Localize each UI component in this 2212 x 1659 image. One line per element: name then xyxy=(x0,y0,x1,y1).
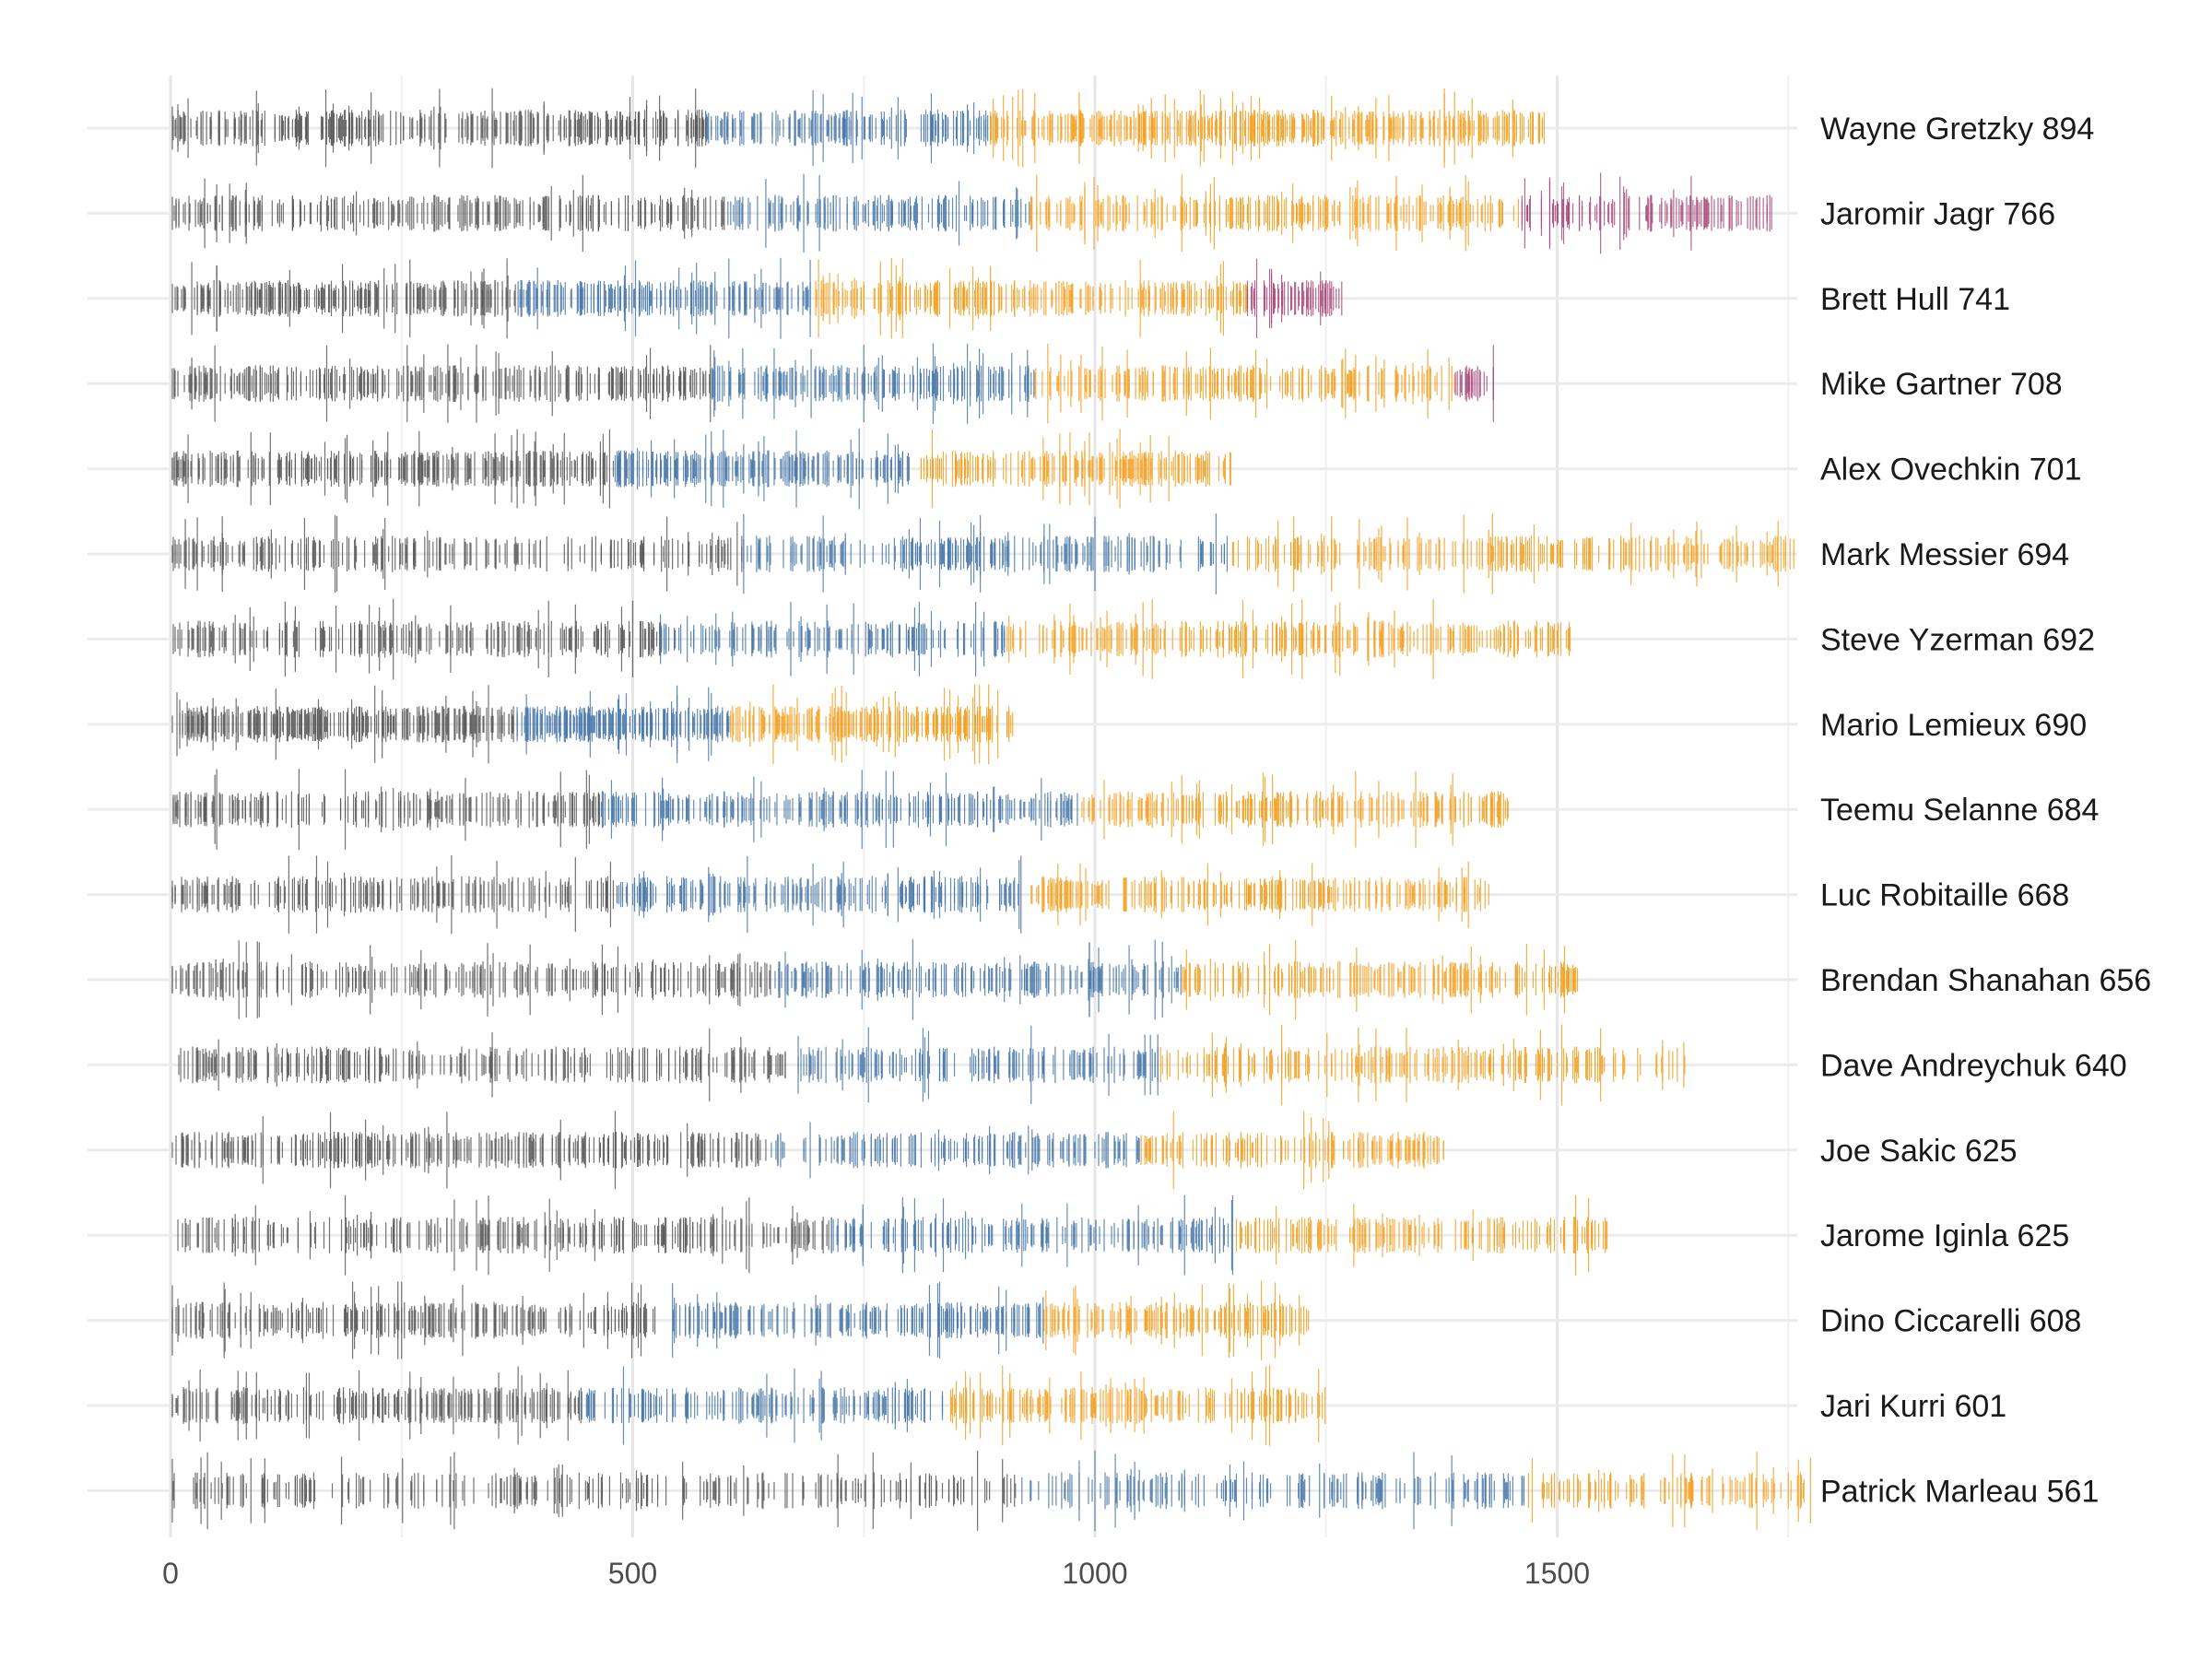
player-goal-ticks xyxy=(172,598,1571,680)
player-goal-ticks xyxy=(171,343,1494,424)
player-goal-ticks xyxy=(171,172,1772,254)
player-goal-ticks xyxy=(171,428,1232,510)
player-goal-ticks xyxy=(171,257,1343,339)
row-baselines xyxy=(88,126,1797,1492)
player-goal-ticks xyxy=(171,88,1546,169)
player-goal-ticks xyxy=(171,513,1794,594)
goal-ticks xyxy=(171,88,1811,1532)
